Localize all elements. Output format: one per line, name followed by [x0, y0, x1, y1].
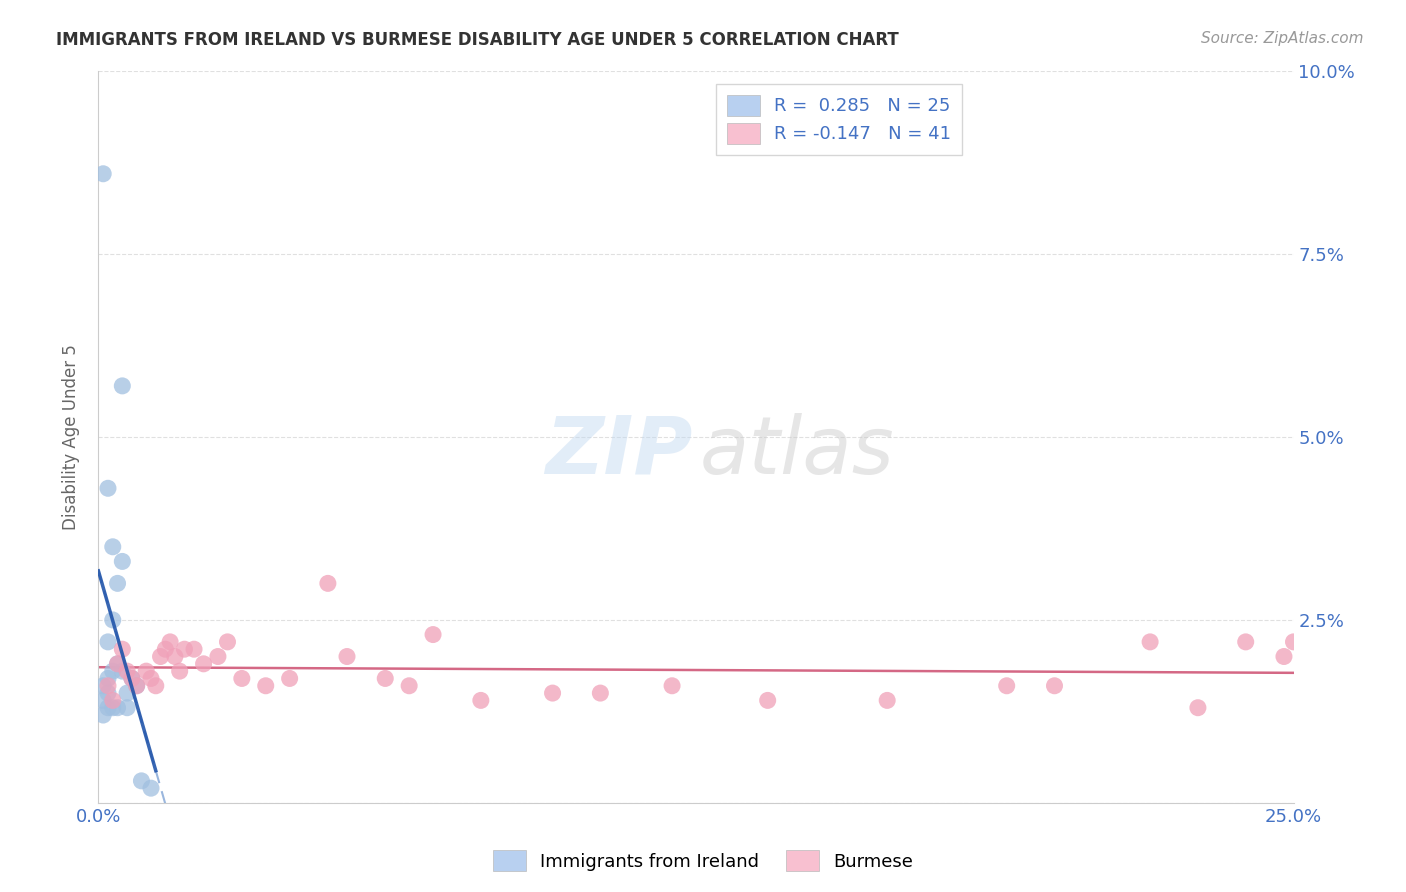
- Point: [107, 657, 129, 671]
- Text: IMMIGRANTS FROM IRELAND VS BURMESE DISABILITY AGE UNDER 5 CORRELATION CHART: IMMIGRANTS FROM IRELAND VS BURMESE DISAB…: [56, 31, 898, 49]
- Point: [139, 781, 162, 796]
- Point: [995, 679, 1018, 693]
- Point: [207, 649, 229, 664]
- Point: [111, 642, 134, 657]
- Point: [97, 635, 120, 649]
- Point: [101, 664, 124, 678]
- Point: [316, 576, 339, 591]
- Point: [541, 686, 564, 700]
- Point: [101, 540, 124, 554]
- Point: [1187, 700, 1209, 714]
- Point: [756, 693, 779, 707]
- Point: [149, 649, 172, 664]
- Point: [173, 642, 195, 657]
- Point: [1043, 679, 1066, 693]
- Point: [97, 679, 120, 693]
- Legend: Immigrants from Ireland, Burmese: Immigrants from Ireland, Burmese: [486, 843, 920, 879]
- Point: [1234, 635, 1257, 649]
- Point: [163, 649, 186, 664]
- Point: [115, 664, 138, 678]
- Point: [183, 642, 205, 657]
- Point: [278, 672, 301, 686]
- Point: [97, 481, 120, 495]
- Point: [131, 773, 153, 788]
- Point: [111, 379, 134, 393]
- Point: [91, 708, 114, 723]
- Point: [97, 672, 120, 686]
- Point: [125, 679, 148, 693]
- Point: [91, 693, 114, 707]
- Point: [169, 664, 191, 678]
- Point: [121, 672, 143, 686]
- Point: [107, 700, 129, 714]
- Point: [91, 679, 114, 693]
- Point: [1139, 635, 1161, 649]
- Point: [101, 613, 124, 627]
- Point: [91, 167, 114, 181]
- Point: [193, 657, 215, 671]
- Y-axis label: Disability Age Under 5: Disability Age Under 5: [62, 344, 80, 530]
- Point: [470, 693, 492, 707]
- Text: Source: ZipAtlas.com: Source: ZipAtlas.com: [1201, 31, 1364, 46]
- Point: [139, 672, 162, 686]
- Text: ZIP: ZIP: [546, 413, 692, 491]
- Point: [661, 679, 683, 693]
- Text: atlas: atlas: [700, 413, 894, 491]
- Point: [111, 664, 134, 678]
- Point: [115, 686, 138, 700]
- Point: [135, 664, 157, 678]
- Point: [398, 679, 420, 693]
- Point: [97, 686, 120, 700]
- Point: [115, 700, 138, 714]
- Point: [217, 635, 239, 649]
- Point: [876, 693, 898, 707]
- Point: [422, 627, 444, 641]
- Point: [97, 700, 120, 714]
- Point: [254, 679, 277, 693]
- Point: [155, 642, 177, 657]
- Point: [231, 672, 253, 686]
- Point: [107, 657, 129, 671]
- Point: [107, 576, 129, 591]
- Point: [1272, 649, 1295, 664]
- Point: [1282, 635, 1305, 649]
- Point: [145, 679, 167, 693]
- Point: [159, 635, 181, 649]
- Point: [101, 693, 124, 707]
- Point: [121, 672, 143, 686]
- Point: [111, 554, 134, 568]
- Point: [125, 679, 148, 693]
- Legend: R =  0.285   N = 25, R = -0.147   N = 41: R = 0.285 N = 25, R = -0.147 N = 41: [716, 84, 962, 154]
- Point: [101, 700, 124, 714]
- Point: [589, 686, 612, 700]
- Point: [336, 649, 359, 664]
- Point: [374, 672, 396, 686]
